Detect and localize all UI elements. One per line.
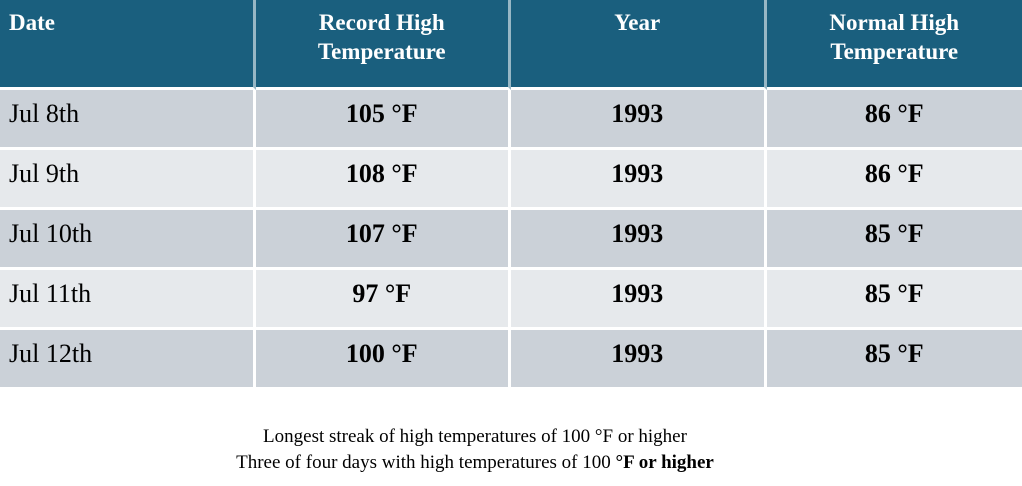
- table-row: Jul 12th 100 °F 1993 85 °F: [0, 330, 1022, 390]
- year-cell: 1993: [511, 330, 767, 390]
- footnote: Longest streak of high temperatures of 1…: [0, 424, 950, 476]
- date-cell: Jul 11th: [0, 270, 256, 330]
- normal-high-cell: 85 °F: [766, 330, 1022, 390]
- year-cell: 1993: [511, 90, 767, 150]
- record-high-cell: 100 °F: [255, 330, 511, 390]
- record-high-cell: 108 °F: [255, 150, 511, 210]
- column-header-date: Date: [0, 0, 256, 90]
- table-row: Jul 8th 105 °F 1993 86 °F: [0, 90, 1022, 150]
- year-cell: 1993: [511, 270, 767, 330]
- table-header-row: Date Record High Temperature Year Normal…: [0, 0, 1022, 90]
- year-cell: 1993: [511, 210, 767, 270]
- table-row: Jul 9th 108 °F 1993 86 °F: [0, 150, 1022, 210]
- normal-high-cell: 85 °F: [766, 210, 1022, 270]
- footnote-line1: Longest streak of high temperatures of 1…: [263, 426, 687, 447]
- column-header-normal-high: Normal High Temperature: [766, 0, 1022, 90]
- normal-high-cell: 86 °F: [766, 90, 1022, 150]
- temperature-table: Date Record High Temperature Year Normal…: [0, 0, 1022, 390]
- table-row: Jul 10th 107 °F 1993 85 °F: [0, 210, 1022, 270]
- column-header-year: Year: [511, 0, 767, 90]
- date-cell: Jul 9th: [0, 150, 256, 210]
- date-cell: Jul 10th: [0, 210, 256, 270]
- date-cell: Jul 12th: [0, 330, 256, 390]
- normal-high-cell: 85 °F: [766, 270, 1022, 330]
- date-cell: Jul 8th: [0, 90, 256, 150]
- footnote-line2-bold: °F or higher: [615, 452, 714, 473]
- normal-high-cell: 86 °F: [766, 150, 1022, 210]
- record-high-cell: 105 °F: [255, 90, 511, 150]
- record-high-cell: 107 °F: [255, 210, 511, 270]
- column-header-record-high: Record High Temperature: [255, 0, 511, 90]
- table-row: Jul 11th 97 °F 1993 85 °F: [0, 270, 1022, 330]
- footnote-line2: Three of four days with high temperature…: [0, 450, 950, 476]
- footnote-line2-regular: Three of four days with high temperature…: [236, 452, 616, 473]
- year-cell: 1993: [511, 150, 767, 210]
- record-high-cell: 97 °F: [255, 270, 511, 330]
